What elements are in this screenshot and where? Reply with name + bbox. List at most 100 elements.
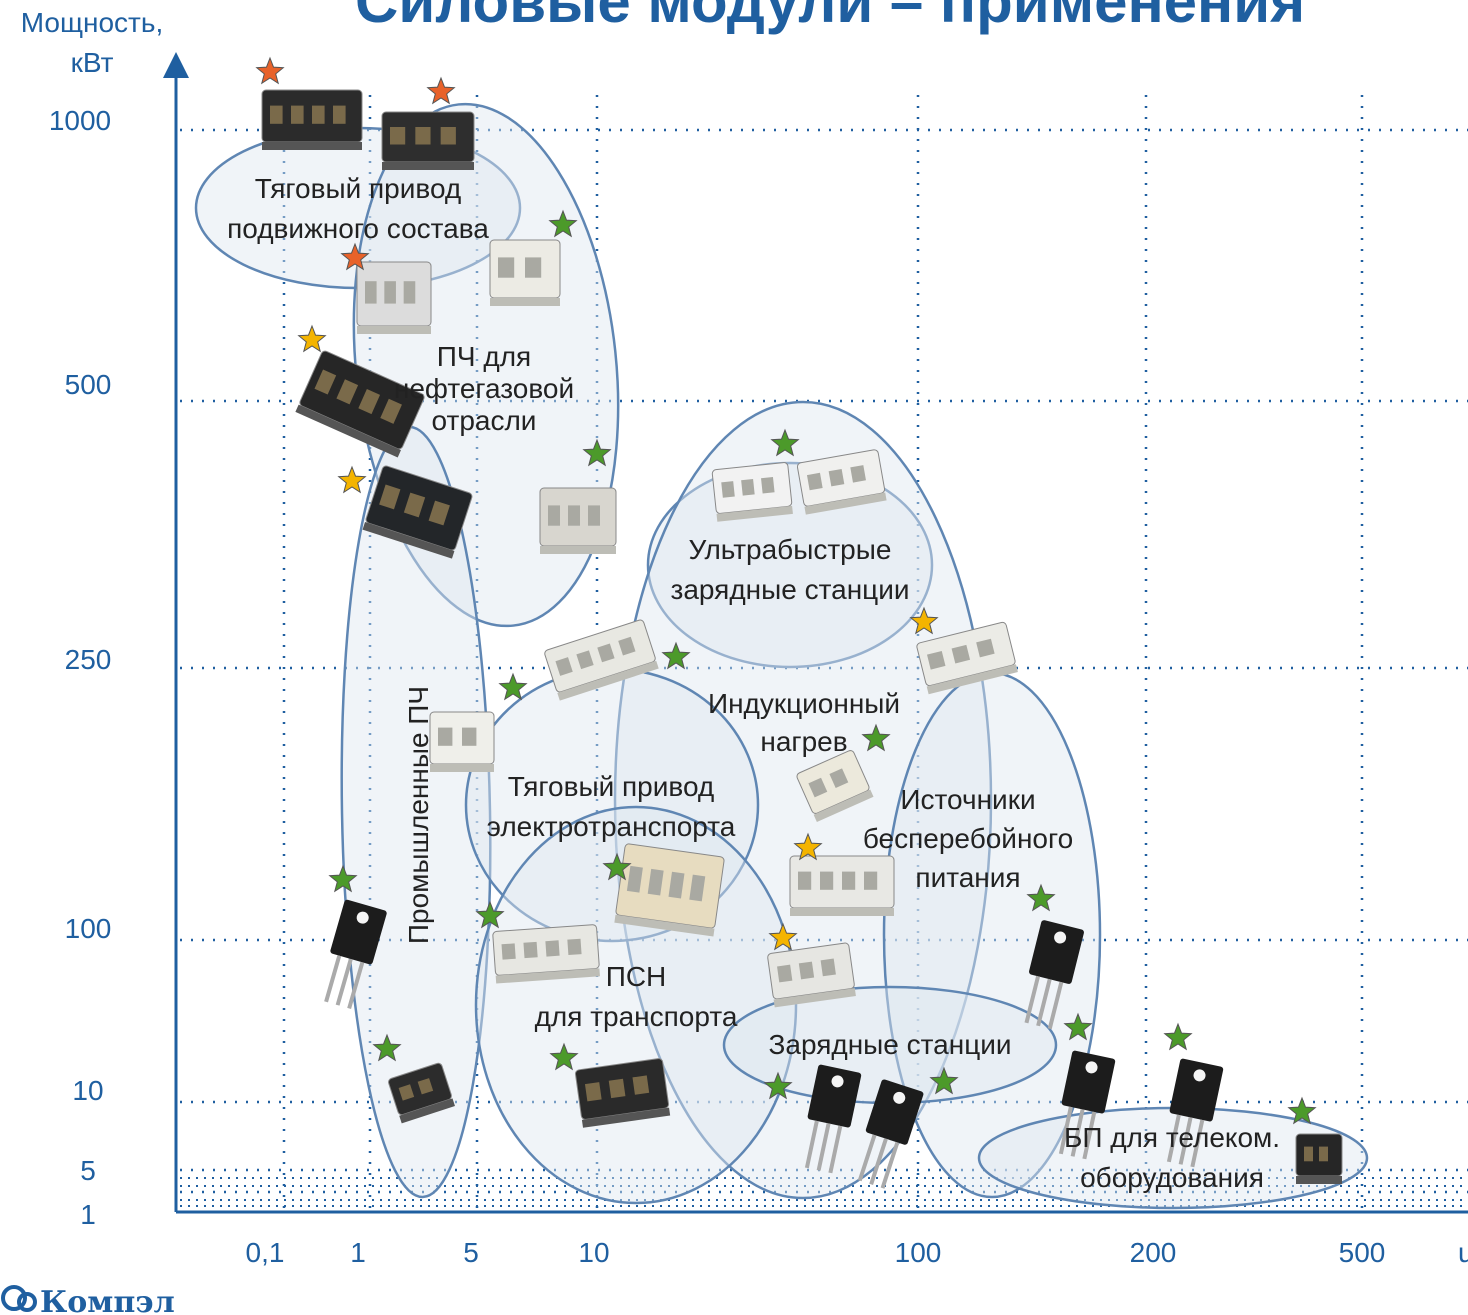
power-module-image [492,924,600,984]
y-tick-label: 10 [72,1075,103,1106]
power-module-image [429,711,495,772]
star-marker-orange [426,76,456,105]
star-marker-yellow [297,324,327,353]
application-label: подвижного состава [227,213,489,244]
power-module-image [489,239,561,306]
application-label: ПЧ для [437,341,531,372]
y-tick-label: 1000 [49,105,111,136]
y-tick-label: 5 [80,1155,96,1186]
star-marker-orange [255,56,285,85]
star-marker-green [548,209,578,238]
star-marker-green [929,1066,959,1095]
module-pictures [261,89,1343,1189]
power-module-image [295,350,425,458]
markers [255,56,1317,1125]
y-tick-label: 250 [65,644,112,675]
power-module-image [381,111,475,170]
x-tick-label: 200 [1130,1237,1177,1268]
star-marker-green [1063,1012,1093,1041]
application-label: отрасли [432,405,537,436]
star-marker-yellow [793,832,823,861]
transistor-image [804,1064,862,1174]
y-tick-label: 500 [65,369,112,400]
y-axis-label-line-2: кВт [71,47,114,78]
power-module-image [614,843,725,937]
x-tick-label: 10 [578,1237,609,1268]
star-marker-green [1026,883,1056,912]
application-label: нефтегазовой [394,373,574,404]
star-marker-green [661,641,691,670]
power-module-image [362,465,473,559]
star-marker-yellow [768,922,798,951]
power-module-image [767,942,856,1008]
application-label: Индукционный [708,688,900,719]
transistor-image [857,1079,924,1189]
power-module-image [544,619,659,701]
application-label: зарядные станции [671,574,910,605]
star-marker-yellow [337,465,367,494]
transistor-image [1024,920,1084,1030]
chart-title: Силовые модули – применения [355,0,1305,35]
transistor-image [324,899,387,1009]
application-label: ПСН [606,961,667,992]
power-module-image [574,1058,671,1128]
transistor-image [1166,1058,1224,1168]
logo-text: Компэл [40,1285,175,1315]
power-module-image [388,1062,455,1124]
application-label: питания [915,862,1020,893]
x-tick-label: 1 [350,1237,366,1268]
application-label: БП для телеком. [1064,1122,1280,1153]
y-axis-arrow [163,52,189,78]
power-module-image [789,855,895,916]
star-marker-green [763,1071,793,1100]
y-tick-labels: 1 5 10 100 250 500 1000 [49,105,112,1230]
application-label: бесперебойного [863,823,1073,854]
star-marker-green [602,852,632,881]
power-module-image [1295,1133,1343,1184]
application-labels: Тяговый привод подвижного состава ПЧ дляне… [227,173,1280,1193]
application-label: нагрев [760,726,847,757]
application-label: Промышленные ПЧ [403,686,434,944]
axes [163,52,1468,1214]
application-label: Ультрабыстрые [689,534,892,565]
power-module-image [796,750,874,823]
power-module-image [539,487,617,554]
star-marker-green [1287,1096,1317,1125]
application-label: для транспорта [535,1001,738,1032]
star-marker-green [372,1033,402,1062]
application-label: Источники [900,784,1035,815]
x-tick-label: 0,1 [246,1237,285,1268]
star-marker-green [498,672,528,701]
star-marker-green [861,723,891,752]
star-marker-orange [340,242,370,271]
grid-lines [180,92,1468,1208]
power-module-image [356,261,432,334]
power-module-image [711,462,793,522]
logo-mark-icon [1,1285,37,1312]
application-label: Тяговый привод [508,771,715,802]
power-module-image [261,89,363,150]
x-axis-unit-fragment: u [1458,1237,1468,1268]
y-axis-label-line-1: Мощность, [21,7,163,38]
star-marker-green [328,864,358,893]
transistor-image [1058,1050,1116,1160]
x-tick-label: 500 [1339,1237,1386,1268]
x-tick-labels: 0,1 1 5 10 100 200 500 [246,1237,1386,1268]
application-label: Тяговый привод [255,173,462,204]
star-marker-green [582,438,612,467]
x-tick-label: 5 [463,1237,479,1268]
application-label: оборудования [1080,1162,1264,1193]
application-label: электротранспорта [487,811,736,842]
star-marker-green [770,428,800,457]
star-marker-green [549,1042,579,1071]
x-tick-label: 100 [895,1237,942,1268]
power-module-image [916,621,1018,695]
star-marker-yellow [909,606,939,635]
power-module-image [796,449,887,515]
application-label: Зарядные станции [768,1029,1011,1060]
y-tick-label: 100 [65,913,112,944]
company-logo: Компэл [1,1285,175,1315]
y-tick-label: 1 [80,1199,96,1230]
star-marker-green [1163,1022,1193,1051]
